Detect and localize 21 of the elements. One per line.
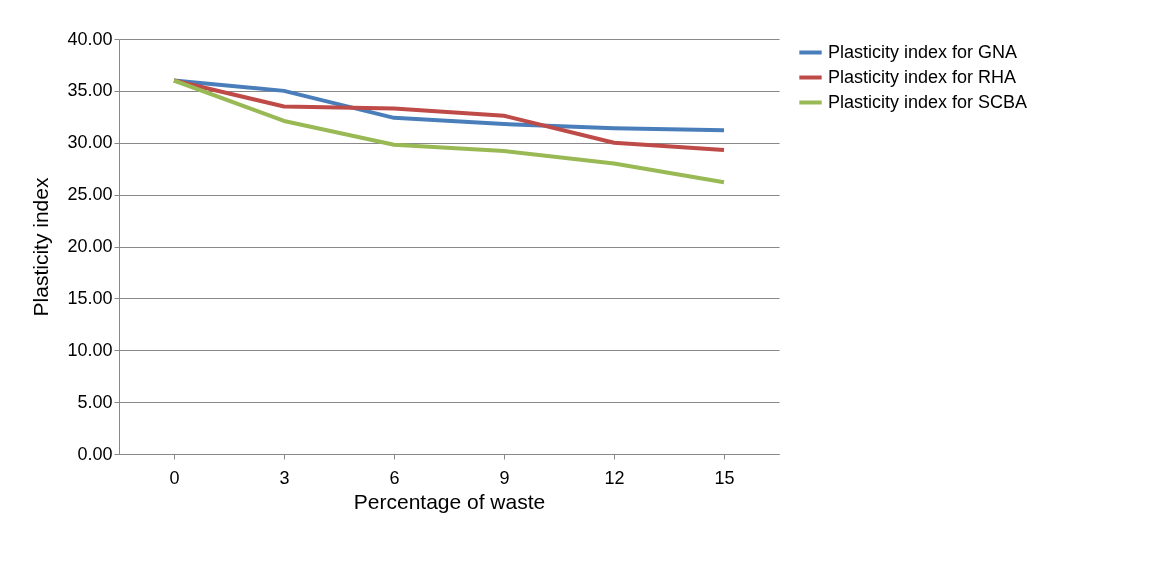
y-axis-title: Plasticity index bbox=[29, 177, 53, 317]
x-tick-label: 0 bbox=[169, 467, 180, 488]
x-axis-title: Percentage of waste bbox=[353, 489, 546, 513]
y-tick-label: 30.00 bbox=[67, 132, 113, 153]
y-tick-label: 25.00 bbox=[67, 184, 113, 205]
x-tick-label: 9 bbox=[499, 467, 510, 488]
legend-label: Plasticity index for GNA bbox=[828, 41, 1018, 62]
x-tick-label: 6 bbox=[389, 467, 400, 488]
y-tick-label: 0.00 bbox=[77, 443, 113, 464]
y-tick-label: 35.00 bbox=[67, 80, 113, 101]
line-series bbox=[172, 78, 726, 185]
x-tick-label: 3 bbox=[279, 467, 290, 488]
y-tick-label: 20.00 bbox=[67, 236, 113, 256]
y-tick-label: 40.00 bbox=[67, 28, 113, 49]
x-tick-label: 12 bbox=[604, 467, 625, 488]
x-tick-label: 15 bbox=[714, 467, 735, 488]
y-tick-label: 15.00 bbox=[67, 287, 113, 308]
legend-label: Plasticity index for RHA bbox=[828, 66, 1017, 87]
y-tick-label: 10.00 bbox=[67, 339, 113, 360]
y-tick-label: 5.00 bbox=[77, 391, 113, 412]
legend-label: Plasticity index for SCBA bbox=[828, 91, 1028, 112]
